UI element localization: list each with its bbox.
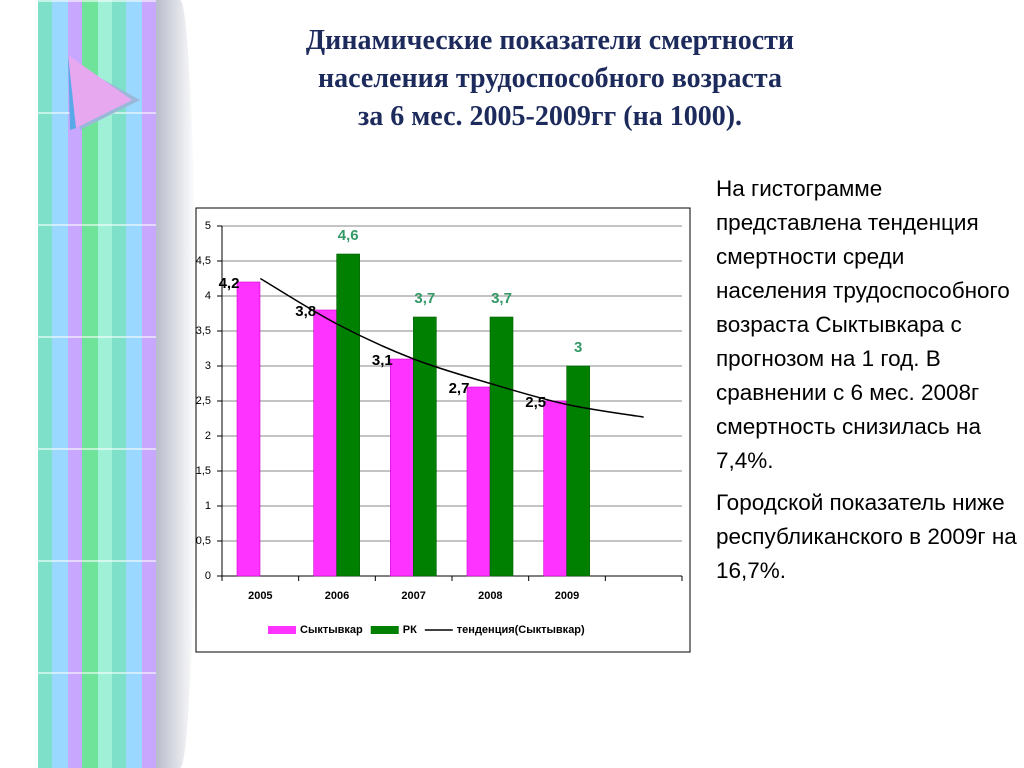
trend-line (259, 277, 644, 418)
y-tick-label: 2,5 (196, 395, 211, 407)
y-tick-label: 5 (205, 220, 211, 232)
bar (390, 358, 414, 577)
x-tick-label: 2009 (555, 590, 579, 602)
legend-label: РК (403, 624, 417, 636)
decor-strip (38, 0, 156, 768)
legend-swatch (268, 626, 296, 634)
y-tick-label: 1 (205, 500, 211, 512)
title-line: Динамические показатели смертности (305, 25, 795, 56)
y-tick-label: 2 (205, 430, 211, 442)
bar (489, 316, 514, 577)
legend-swatch (370, 626, 399, 634)
data-label: 4,2 (219, 275, 240, 292)
note-paragraph: Городской показатель ниже республиканско… (716, 490, 1017, 583)
data-label: 4,6 (338, 227, 359, 244)
x-tick-label: 2008 (478, 590, 502, 602)
bar (543, 400, 567, 577)
data-label: 3,1 (372, 352, 393, 369)
bar (566, 365, 590, 577)
bar (466, 386, 491, 577)
x-tick-label: 2006 (325, 590, 349, 602)
decor-shade (156, 0, 196, 768)
y-tick-label: 3,5 (196, 325, 211, 337)
y-tick-label: 1,5 (196, 465, 211, 477)
title-line: населения трудоспособного возраста (318, 63, 782, 94)
data-label: 2,7 (449, 380, 470, 397)
data-label: 3,7 (491, 290, 512, 307)
title-line: за 6 мес. 2005-2009гг (на 1000). (357, 101, 743, 132)
note-paragraph: На гистограмме представлена тенденция см… (716, 176, 1010, 473)
y-tick-label: 0,5 (196, 535, 211, 547)
bar (336, 253, 360, 577)
x-tick-label: 2005 (248, 590, 272, 602)
data-label: 3,8 (295, 303, 316, 320)
bar (236, 281, 261, 577)
bar (313, 309, 337, 577)
y-tick-label: 0 (205, 570, 211, 582)
decor-icon (68, 55, 140, 130)
y-tick-label: 4 (205, 290, 211, 302)
chart-frame (195, 207, 691, 653)
x-tick-label: 2007 (401, 590, 425, 602)
legend-label: тенденция(Сыктывкар) (457, 624, 585, 636)
notes: На гистограмме представлена тенденция см… (716, 172, 1018, 596)
y-tick-label: 4,5 (196, 255, 211, 267)
slide-title: Динамические показатели смертности насел… (200, 22, 900, 136)
legend-label: Сыктывкар (300, 624, 363, 636)
bar (413, 316, 437, 577)
data-label: 3,7 (414, 290, 435, 307)
data-label: 3 (574, 339, 582, 356)
y-tick-label: 3 (205, 360, 211, 372)
